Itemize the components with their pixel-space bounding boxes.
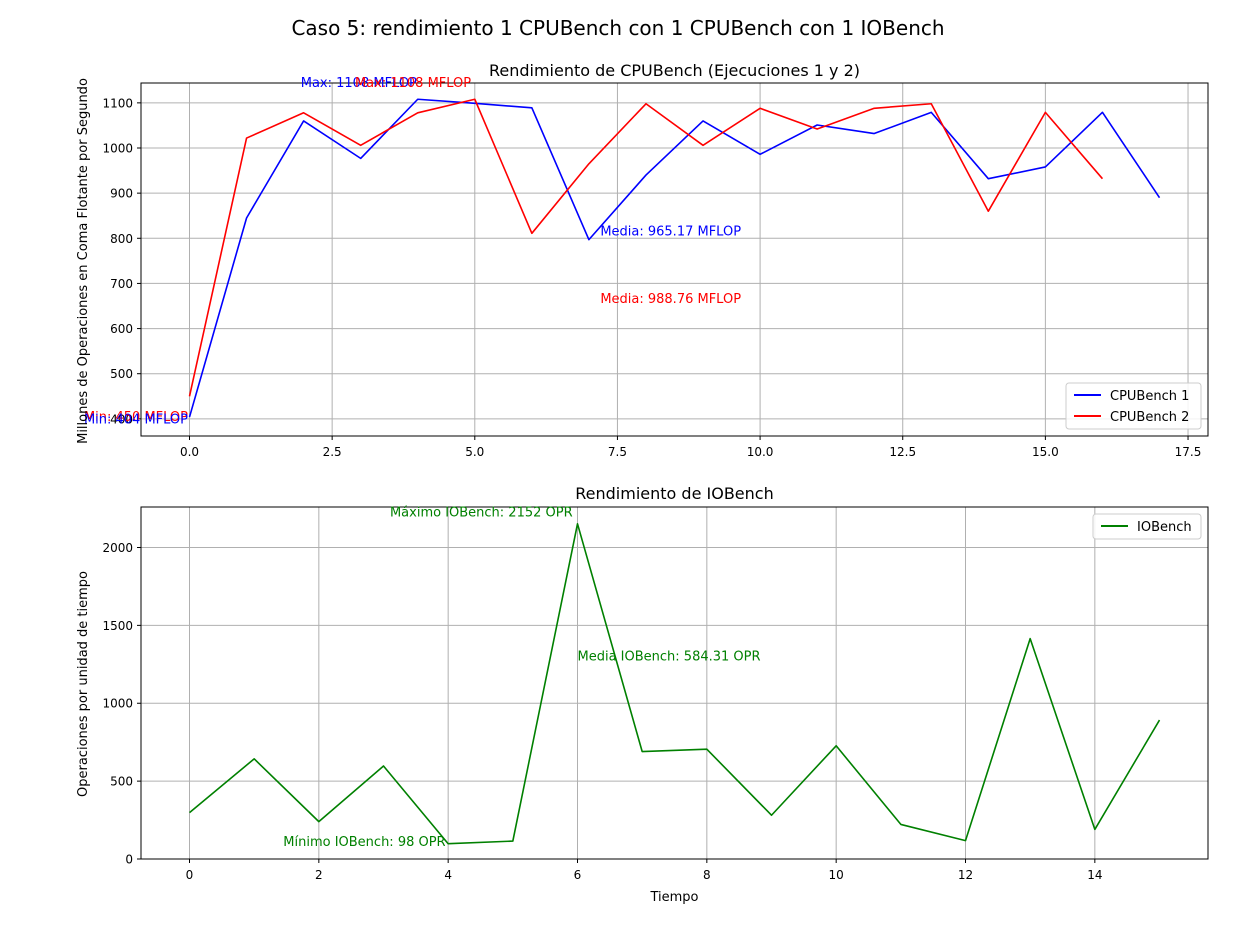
x-tick-label: 7.5 xyxy=(608,445,627,459)
iobench-plot-area xyxy=(141,507,1208,859)
series-line-1 xyxy=(188,98,1161,418)
annotation: Máximo IOBench: 2152 OPR xyxy=(390,505,573,520)
annotation: Media: 965.17 MFLOP xyxy=(600,225,741,240)
y-tick-label: 0 xyxy=(125,853,133,867)
y-tick-label: 700 xyxy=(110,277,133,291)
cpubench-plot-frame xyxy=(140,82,1209,437)
x-tick-label: 2.5 xyxy=(323,445,342,459)
y-tick-label: 800 xyxy=(110,232,133,246)
y-tick-label: 1000 xyxy=(102,142,133,156)
iobench-ylabel: Operaciones por unidad de tiempo xyxy=(76,571,91,797)
x-tick-label: 8 xyxy=(703,868,711,882)
x-tick-label: 2 xyxy=(315,868,323,882)
series-line-2 xyxy=(188,98,1104,397)
y-tick-label: 1000 xyxy=(102,697,133,711)
legend-label: CPUBench 2 xyxy=(1110,410,1189,425)
x-tick-label: 0 xyxy=(186,868,194,882)
cpubench-legend: CPUBench 1 CPUBench 2 xyxy=(1065,382,1202,430)
iobench-ticks: 0 2 4 6 8 10 12 14 0 500 1000 1500 2000 xyxy=(102,541,1102,882)
y-tick-label: 1500 xyxy=(102,619,133,633)
x-tick-label: 17.5 xyxy=(1175,445,1202,459)
legend-box xyxy=(1092,513,1202,540)
y-tick-label: 400 xyxy=(110,412,133,426)
x-tick-label: 5.0 xyxy=(465,445,484,459)
y-tick-label: 2000 xyxy=(102,541,133,555)
iobench-plot-frame xyxy=(140,506,1209,860)
cpubench-title: Rendimiento de CPUBench (Ejecuciones 1 y… xyxy=(489,61,860,80)
iobench-series xyxy=(188,523,1161,845)
cpubench-ticks: 0.0 2.5 5.0 7.5 10.0 12.5 15.0 17.5 400 500 600 700… xyxy=(102,96,1201,459)
annotation: Media: 988.76 MFLOP xyxy=(600,292,741,307)
x-tick-label: 12 xyxy=(958,868,973,882)
series-line-1 xyxy=(188,523,1161,845)
annotation: Max: 1108 MFLOP xyxy=(301,76,417,91)
cpubench-grid xyxy=(141,83,1208,436)
x-tick-label: 4 xyxy=(444,868,452,882)
cpubench-ylabel: Millones de Operaciones en Coma Flotante… xyxy=(76,78,91,444)
annotation: Min: 450 MFLOP xyxy=(84,410,188,425)
legend-label: IOBench xyxy=(1137,520,1192,535)
iobench-title: Rendimiento de IOBench xyxy=(575,484,773,503)
y-tick-label: 900 xyxy=(110,187,133,201)
y-tick-label: 600 xyxy=(110,322,133,336)
iobench-chart: 0 2 4 6 8 10 12 14 0 500 1000 1500 2000 Máximo IOBen… xyxy=(76,484,1209,905)
figure-suptitle: Caso 5: rendimiento 1 CPUBench con 1 CPU… xyxy=(291,16,944,40)
x-tick-label: 15.0 xyxy=(1032,445,1059,459)
iobench-xlabel: Tiempo xyxy=(649,890,698,905)
cpubench-chart: 0.0 2.5 5.0 7.5 10.0 12.5 15.0 17.5 400 500 600 700… xyxy=(76,61,1209,459)
y-tick-label: 500 xyxy=(110,775,133,789)
y-tick-label: 1100 xyxy=(102,96,133,110)
y-tick-label: 500 xyxy=(110,367,133,381)
x-tick-label: 0.0 xyxy=(180,445,199,459)
annotation: Max: 1108 MFLOP xyxy=(355,76,471,91)
annotation: Min: 404 MFLOP xyxy=(84,413,188,428)
annotation: Media IOBench: 584.31 OPR xyxy=(578,650,761,665)
cpubench-series xyxy=(188,98,1161,418)
iobench-grid xyxy=(141,507,1208,860)
x-tick-label: 6 xyxy=(574,868,582,882)
cpubench-plot-area xyxy=(141,83,1208,436)
iobench-annotations: Máximo IOBench: 2152 OPR Media IOBench: 5… xyxy=(283,505,760,849)
annotation: Mínimo IOBench: 98 OPR xyxy=(283,835,445,850)
legend-label: CPUBench 1 xyxy=(1110,389,1189,404)
x-tick-label: 12.5 xyxy=(889,445,916,459)
x-tick-label: 10.0 xyxy=(747,445,774,459)
iobench-legend: IOBench xyxy=(1092,513,1202,540)
x-tick-label: 10 xyxy=(829,868,844,882)
x-tick-label: 14 xyxy=(1087,868,1102,882)
